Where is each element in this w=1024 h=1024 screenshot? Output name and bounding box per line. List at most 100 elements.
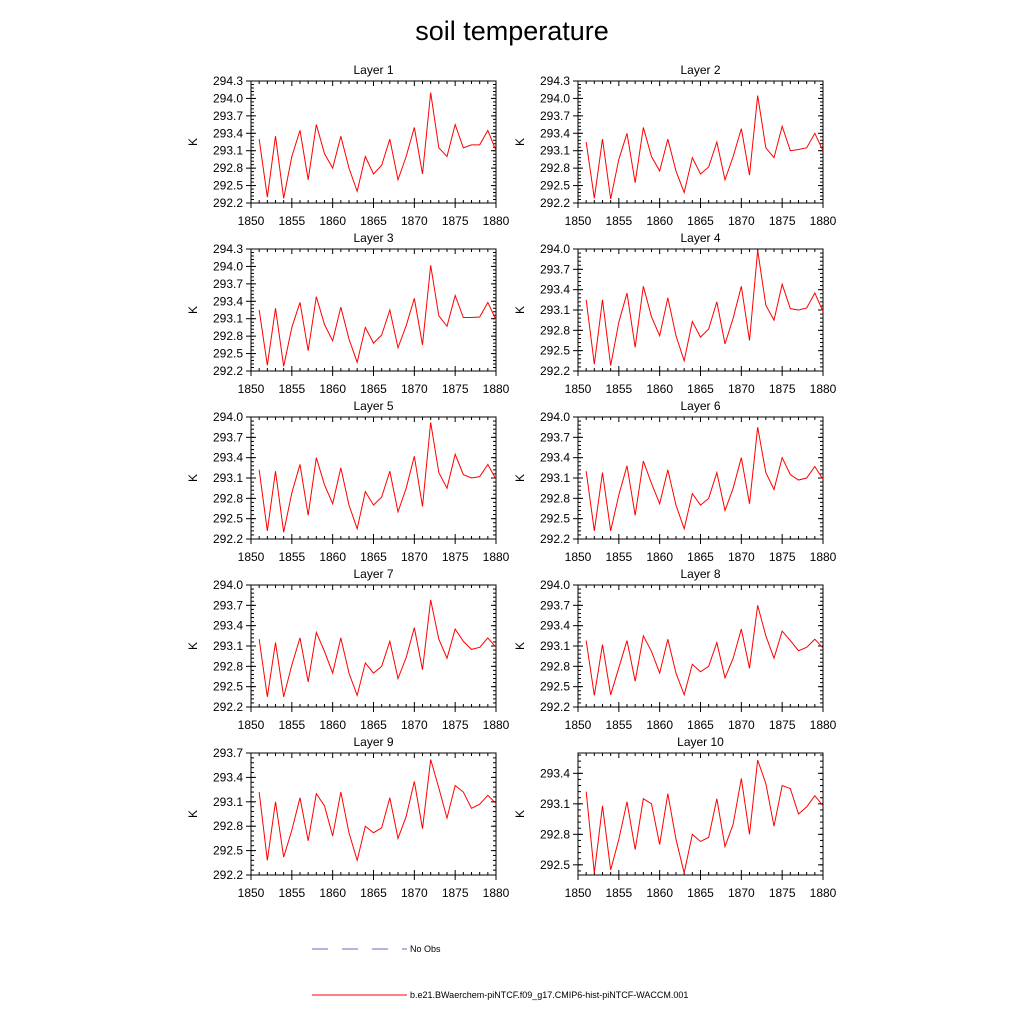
layer-1-ytick-label: 293.1 <box>213 144 243 158</box>
layer-10-panel: Layer 10 K 292.5 292.8 293.1 293.4 1850 1855 186… <box>513 735 837 900</box>
layer-7-ytick-label: 292.5 <box>213 680 243 694</box>
layer-3-xtick-label: 1875 <box>442 382 469 396</box>
layer-2-ytick-label: 293.7 <box>540 109 570 123</box>
layer-7-series-line <box>258 599 497 698</box>
layer-7-ytick-label: 293.7 <box>213 598 243 612</box>
layer-8-ytick-label: 293.1 <box>540 639 570 653</box>
layer-9-panel: Layer 9 K 292.2 292.5 292.8 293.1 293.4 293.7 18… <box>186 735 510 900</box>
layer-3-ytick-label: 292.2 <box>213 364 243 378</box>
layer-8-series-line <box>585 605 824 697</box>
layer-8-ytick-label: 294.0 <box>540 578 570 592</box>
layer-8-ytick-label: 292.5 <box>540 680 570 694</box>
layer-7-ytick-label: 292.8 <box>213 659 243 673</box>
layer-1-panel: Layer 1 K 292.2 292.5 292.8 293.1 293.4 293.7 29… <box>186 63 510 228</box>
layer-5-panel: Layer 5 K 292.2 292.5 292.8 293.1 293.4 293.7 29… <box>186 399 510 564</box>
layer-8-ytick-label: 292.8 <box>540 659 570 673</box>
layer-7-xtick-label: 1860 <box>319 718 346 732</box>
layer-8-ylabel: K <box>513 642 527 650</box>
layer-9-ylabel: K <box>186 810 200 818</box>
layer-7-title: Layer 7 <box>353 567 393 581</box>
layer-1-plot-frame <box>250 80 497 204</box>
layer-3-panel: Layer 3 K 292.2 292.5 292.8 293.1 293.4 293.7 29… <box>186 231 510 396</box>
layer-4-xtick-label: 1865 <box>687 382 714 396</box>
layer-4-series-line <box>585 250 824 366</box>
layer-7-xtick-label: 1880 <box>483 718 510 732</box>
layer-6-ytick-label: 293.1 <box>540 471 570 485</box>
layer-2-series-line <box>585 95 824 200</box>
layer-4-ylabel: K <box>513 306 527 314</box>
layer-2-ytick-label: 293.1 <box>540 144 570 158</box>
layer-1-ytick-label: 292.2 <box>213 196 243 210</box>
layer-1-xtick-label: 1875 <box>442 214 469 228</box>
layer-8-xtick-label: 1875 <box>769 718 796 732</box>
layer-3-xtick-label: 1880 <box>483 382 510 396</box>
layer-5-ytick-label: 294.0 <box>213 410 243 424</box>
layer-4-ytick-label: 293.1 <box>540 303 570 317</box>
layer-9-ytick-label: 292.5 <box>213 844 243 858</box>
layer-5-ytick-label: 293.7 <box>213 430 243 444</box>
layer-6-xtick-label: 1870 <box>728 550 755 564</box>
layer-6-ytick-label: 294.0 <box>540 410 570 424</box>
layer-4-xtick-label: 1850 <box>565 382 592 396</box>
layer-4-ytick-label: 292.2 <box>540 364 570 378</box>
layer-2-plot-frame <box>577 80 824 204</box>
layer-6-series-line <box>585 427 824 531</box>
layer-4-xtick-label: 1880 <box>810 382 837 396</box>
layer-7-xtick-label: 1870 <box>401 718 428 732</box>
layer-6-ytick-label: 293.4 <box>540 451 570 465</box>
layer-6-xtick-label: 1860 <box>646 550 673 564</box>
layer-2-ytick-label: 294.0 <box>540 91 570 105</box>
layer-5-xtick-label: 1855 <box>278 550 305 564</box>
layer-5-xtick-label: 1850 <box>238 550 265 564</box>
layer-1-series-line <box>258 92 497 199</box>
layer-8-title: Layer 8 <box>680 567 720 581</box>
layer-1-ytick-label: 294.0 <box>213 91 243 105</box>
layer-7-xtick-label: 1850 <box>238 718 265 732</box>
layer-1-ytick-label: 292.8 <box>213 161 243 175</box>
figure-title: soil temperature <box>415 16 609 46</box>
legend-run-label: b.e21.BWaerchem-piNTCF.f09_g17.CMIP6-his… <box>410 990 688 1000</box>
layer-10-xtick-label: 1855 <box>605 886 632 900</box>
layer-7-xtick-label: 1875 <box>442 718 469 732</box>
layer-3-series-line <box>258 265 497 367</box>
layer-6-ytick-label: 292.8 <box>540 491 570 505</box>
layer-4-plot-frame <box>577 248 824 372</box>
layer-8-ytick-label: 292.2 <box>540 700 570 714</box>
layer-9-xtick-label: 1870 <box>401 886 428 900</box>
layer-3-xtick-label: 1855 <box>278 382 305 396</box>
layer-2-xtick-label: 1880 <box>810 214 837 228</box>
layer-1-ylabel: K <box>186 138 200 146</box>
layer-2-ytick-label: 293.4 <box>540 126 570 140</box>
layer-7-ytick-label: 294.0 <box>213 578 243 592</box>
layer-9-series-line <box>258 759 497 863</box>
layer-10-ytick-label: 292.5 <box>540 858 570 872</box>
layer-4-ytick-label: 293.4 <box>540 283 570 297</box>
layer-7-ytick-label: 293.1 <box>213 639 243 653</box>
layer-5-xtick-label: 1875 <box>442 550 469 564</box>
layer-1-ytick-label: 293.7 <box>213 109 243 123</box>
layer-9-ytick-label: 293.1 <box>213 795 243 809</box>
layer-3-ylabel: K <box>186 306 200 314</box>
layer-9-xtick-label: 1875 <box>442 886 469 900</box>
layer-4-ytick-label: 294.0 <box>540 242 570 256</box>
layer-9-title: Layer 9 <box>353 735 393 749</box>
legend: No Obs b.e21.BWaerchem-piNTCF.f09_g17.CM… <box>312 944 688 1000</box>
layer-2-ytick-label: 292.5 <box>540 179 570 193</box>
layer-6-ytick-label: 292.2 <box>540 532 570 546</box>
layer-4-xtick-label: 1870 <box>728 382 755 396</box>
layer-7-xtick-label: 1855 <box>278 718 305 732</box>
layer-10-xtick-label: 1880 <box>810 886 837 900</box>
layer-2-xtick-label: 1865 <box>687 214 714 228</box>
layer-3-ytick-label: 293.7 <box>213 277 243 291</box>
layer-7-ytick-label: 293.4 <box>213 619 243 633</box>
layer-1-ytick-label: 294.3 <box>213 74 243 88</box>
layer-6-plot-frame <box>577 416 824 540</box>
layer-3-title: Layer 3 <box>353 231 393 245</box>
layer-5-ytick-label: 292.8 <box>213 491 243 505</box>
layer-10-xtick-label: 1850 <box>565 886 592 900</box>
layer-9-ytick-label: 293.7 <box>213 746 243 760</box>
layer-8-xtick-label: 1880 <box>810 718 837 732</box>
layer-10-series-line <box>585 759 824 874</box>
layer-2-xtick-label: 1870 <box>728 214 755 228</box>
panel-grid: Layer 1 K 292.2 292.5 292.8 293.1 293.4 293.7 29… <box>186 63 837 900</box>
